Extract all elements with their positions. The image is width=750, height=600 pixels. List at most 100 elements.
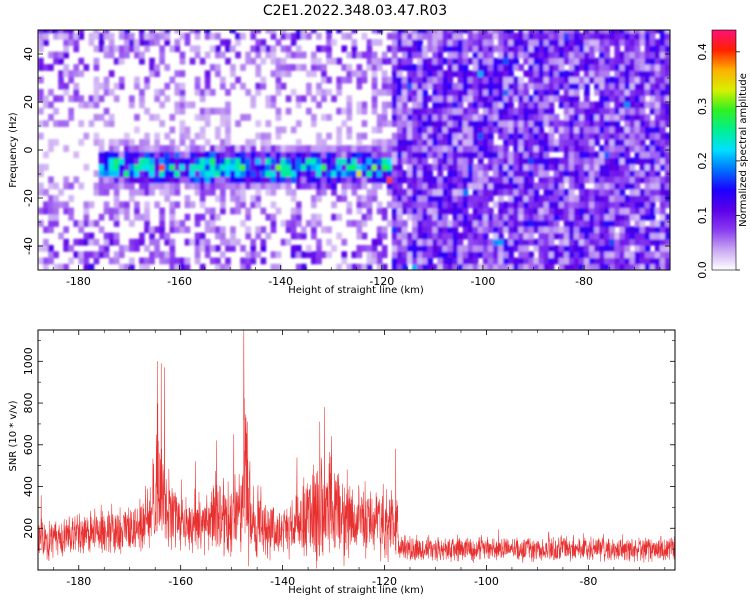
heatmap-cell [184,170,191,177]
heatmap-cell [594,163,600,171]
heatmap-cell [619,182,626,190]
heatmap-cell [215,213,221,221]
heatmap-cell [397,114,403,121]
heatmap-cell [639,89,646,96]
heatmap-cell [573,213,580,221]
heatmap-cell [98,245,105,252]
heatmap-cell [659,257,666,265]
heatmap-cell [427,76,433,84]
heatmap-cell [184,226,191,234]
heatmap-cell [437,51,444,59]
heatmap-cell [118,76,125,84]
heatmap-cell [482,107,489,115]
heatmap-cell [417,145,423,152]
heatmap-cell [113,213,120,221]
heatmap-cell [589,232,595,240]
heatmap-cell [599,107,605,115]
heatmap-cell [447,126,454,134]
heatmap-cell [118,170,125,177]
heatmap-cell [624,163,631,171]
heatmap-cell [493,226,499,234]
heatmap-cell [477,64,484,71]
heatmap-cell [664,245,670,252]
heatmap-cell [412,163,418,171]
heatmap-cell [533,39,540,46]
heatmap-cell [518,188,524,196]
heatmap-cell [649,207,656,215]
heatmap-cell [472,226,479,234]
heatmap-cell [402,30,408,34]
heatmap-cell [108,182,115,190]
heatmap-cell [644,32,651,40]
heatmap-cell [164,157,171,165]
heatmap-cell [295,151,302,159]
heatmap-cell [482,114,489,121]
heatmap-cell [118,163,125,171]
heatmap-cell [260,132,267,140]
heatmap-cell [659,126,666,134]
heatmap-cell [573,114,580,121]
heatmap-cell [184,195,191,202]
heatmap-cell [93,30,100,34]
heatmap-cell [361,51,368,59]
heatmap-cell [68,245,74,252]
heatmap-cell [457,95,464,103]
heatmap-cell [402,95,408,103]
heatmap-cell [579,182,585,190]
heatmap-cell [462,70,469,78]
heatmap-cell [235,182,241,190]
heatmap-cell [558,170,565,177]
heatmap-cell [644,89,651,96]
heatmap-cell [68,213,74,221]
heatmap-cell [624,207,631,215]
heatmap-cell [179,107,186,115]
heatmap-cell [614,51,621,59]
heatmap-cell [513,176,519,184]
heatmap-cell [129,182,135,190]
heatmap-cell [346,263,353,270]
heatmap-cell [417,226,423,234]
heatmap-cell [482,45,489,53]
heatmap-cell [518,64,524,71]
heatmap-cell [275,114,282,121]
heatmap-cell [38,220,44,227]
heatmap-cell [553,95,560,103]
heatmap-cell [442,39,449,46]
heatmap-cell [316,57,322,65]
heatmap-cell [488,139,494,146]
heatmap-cell [579,213,585,221]
heatmap-cell [553,70,560,78]
heatmap-cell [321,45,327,53]
heatmap-cell [427,207,433,215]
heatmap-cell [477,232,484,240]
heatmap-cell [103,232,110,240]
heatmap-cell [73,70,80,78]
heatmap-cell [412,76,418,84]
heatmap-cell [38,207,44,215]
heatmap-cell [412,226,418,234]
heatmap-cell [280,30,287,34]
heatmap-cell [154,114,160,121]
heatmap-cell [397,57,403,65]
heatmap-cell [260,170,267,177]
heatmap-cell [336,89,342,96]
heatmap-cell [553,213,560,221]
heatmap-cell [482,251,489,259]
heatmap-cell [108,232,115,240]
heatmap-cell [437,176,444,184]
heatmap-cell [43,245,49,252]
heatmap-cell [265,95,272,103]
heatmap-cell [649,89,656,96]
heatmap-cell [639,32,646,40]
heatmap-cell [659,76,666,84]
heatmap-cell [664,151,670,159]
heatmap-cell [452,45,459,53]
snr-y-tick-label: 600 [22,434,35,455]
heatmap-cell [503,238,509,246]
heatmap-cell [548,107,555,115]
heatmap-cell [422,101,428,109]
heatmap-cell [548,226,555,234]
heatmap-cell [457,45,464,53]
heatmap-cell [78,257,85,265]
heatmap-cell [498,263,504,270]
